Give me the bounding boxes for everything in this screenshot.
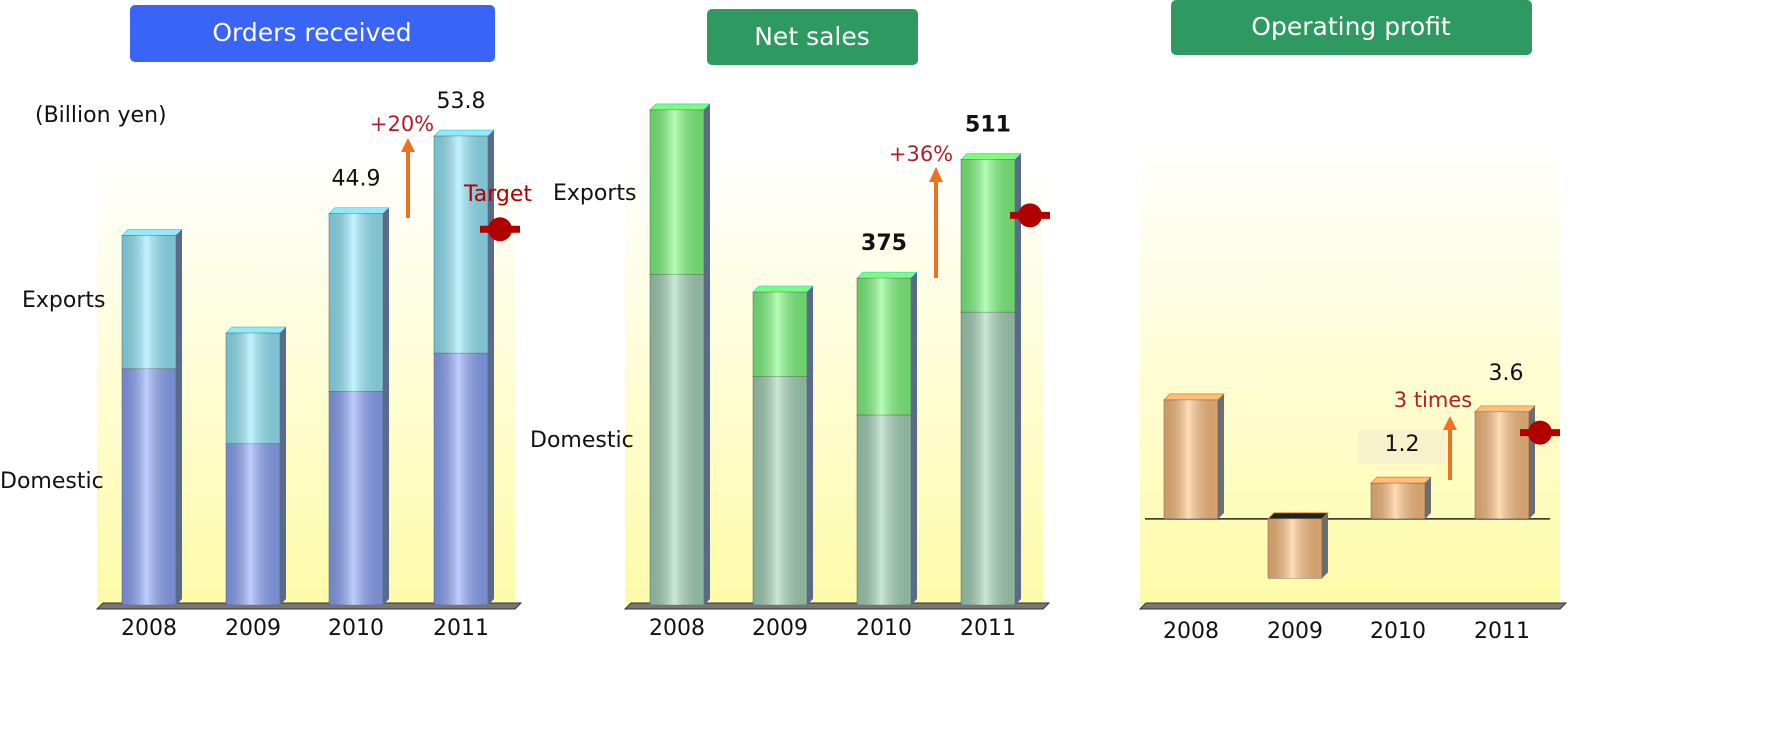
title-box bbox=[130, 5, 495, 62]
bar-side bbox=[280, 437, 286, 605]
x-tick-label: 2008 bbox=[121, 616, 177, 641]
bar-side bbox=[176, 229, 182, 369]
chart-title: Operating profit bbox=[1251, 12, 1451, 41]
arrow-head bbox=[401, 138, 415, 152]
bar-side bbox=[383, 207, 389, 392]
bar-shine bbox=[122, 235, 176, 369]
bar-shine bbox=[1475, 411, 1529, 519]
bar-shine bbox=[1268, 518, 1322, 579]
bar-shine bbox=[857, 278, 911, 415]
legend-label: Exports bbox=[553, 181, 636, 206]
x-tick-label: 2008 bbox=[649, 616, 705, 641]
bar-side bbox=[176, 362, 182, 605]
x-tick-label: 2008 bbox=[1163, 619, 1219, 644]
bar-top bbox=[433, 129, 495, 137]
bar-side bbox=[1015, 153, 1021, 313]
arrow-head bbox=[929, 167, 943, 182]
bar-shine bbox=[434, 353, 488, 605]
bar-side bbox=[1218, 393, 1224, 519]
target-dot bbox=[1528, 420, 1552, 445]
legend-label: Domestic bbox=[530, 428, 634, 453]
annotation: +20% bbox=[370, 112, 434, 136]
bar-top bbox=[121, 229, 183, 236]
chart-title: Net sales bbox=[754, 22, 870, 51]
bar-shine bbox=[961, 159, 1015, 313]
bar-shine bbox=[122, 368, 176, 605]
bar-shine bbox=[329, 391, 383, 605]
x-tick-label: 2011 bbox=[433, 616, 489, 641]
title-box bbox=[707, 9, 918, 65]
chart-title: Orders received bbox=[212, 18, 411, 47]
bar-top bbox=[1267, 512, 1329, 520]
bar-shine bbox=[226, 333, 280, 444]
bar-side bbox=[911, 408, 917, 605]
x-tick-label: 2009 bbox=[225, 616, 281, 641]
bar-top bbox=[1370, 476, 1432, 484]
title-box bbox=[1171, 0, 1532, 55]
bar-top bbox=[1163, 393, 1225, 401]
target-dot bbox=[1018, 203, 1042, 228]
total-label: 511 bbox=[965, 113, 1011, 138]
legend-label: Domestic bbox=[0, 469, 104, 494]
x-tick-label: 2011 bbox=[960, 616, 1016, 641]
x-tick-label: 2009 bbox=[752, 616, 808, 641]
bar-shine bbox=[434, 136, 488, 354]
bar-side bbox=[704, 268, 710, 605]
bar-top bbox=[1474, 405, 1536, 413]
arrow-head bbox=[1443, 416, 1457, 430]
plot-background bbox=[1140, 140, 1560, 605]
target-dot bbox=[488, 217, 512, 242]
bar-shine bbox=[857, 414, 911, 605]
value-label: 3.6 bbox=[1489, 361, 1524, 386]
unit-label: (Billion yen) bbox=[35, 103, 167, 128]
bar-top bbox=[960, 153, 1022, 160]
bar-shine bbox=[961, 312, 1015, 605]
bar-side bbox=[807, 286, 813, 377]
floor bbox=[1138, 602, 1568, 610]
x-tick-label: 2010 bbox=[856, 616, 912, 641]
bar-side bbox=[911, 272, 917, 415]
bar-top bbox=[856, 271, 918, 279]
x-tick-label: 2011 bbox=[1474, 619, 1530, 644]
bar-top bbox=[328, 207, 390, 214]
bar-side bbox=[488, 130, 494, 354]
bar-side bbox=[488, 347, 494, 605]
legend-label: Exports bbox=[22, 288, 105, 313]
bar-side bbox=[1015, 306, 1021, 605]
x-tick-label: 2010 bbox=[1370, 619, 1426, 644]
bar-shine bbox=[226, 443, 280, 605]
annotation: 3 times bbox=[1394, 388, 1472, 412]
bar-side bbox=[383, 385, 389, 605]
bar-shine bbox=[1371, 483, 1425, 519]
x-tick-label: 2009 bbox=[1267, 619, 1323, 644]
bar-side bbox=[1425, 477, 1431, 519]
bar-shine bbox=[650, 274, 704, 605]
bar-side bbox=[1322, 512, 1328, 579]
label-box bbox=[1358, 430, 1446, 464]
bar-side bbox=[704, 103, 710, 275]
floor bbox=[623, 602, 1051, 610]
bar-shine bbox=[753, 292, 807, 377]
annotation: +36% bbox=[889, 142, 953, 166]
target-label: Target bbox=[463, 182, 532, 207]
bar-side bbox=[280, 327, 286, 444]
x-tick-label: 2010 bbox=[328, 616, 384, 641]
total-label: 53.8 bbox=[437, 89, 486, 114]
bar-shine bbox=[329, 213, 383, 392]
value-label: 1.2 bbox=[1385, 432, 1420, 457]
total-label: 375 bbox=[861, 231, 907, 256]
bar-top bbox=[225, 326, 287, 334]
bar-side bbox=[807, 370, 813, 605]
total-label: 44.9 bbox=[332, 167, 381, 192]
floor bbox=[95, 602, 523, 610]
bar-shine bbox=[650, 109, 704, 275]
bar-shine bbox=[1164, 399, 1218, 519]
bar-shine bbox=[753, 376, 807, 605]
bar-top bbox=[752, 285, 814, 293]
bar-top bbox=[649, 103, 711, 111]
